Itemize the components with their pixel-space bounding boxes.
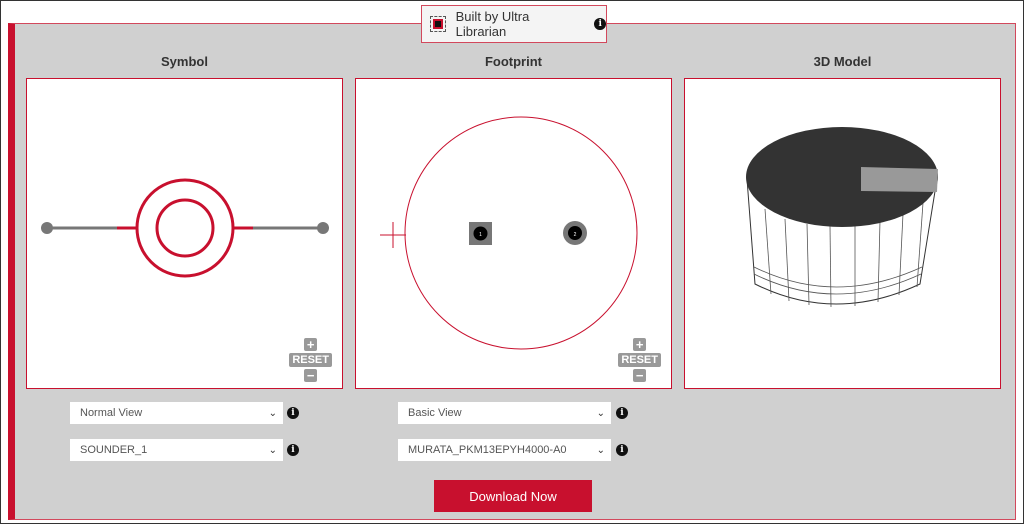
zoom-out-button[interactable]: − — [304, 369, 318, 382]
zoom-out-button[interactable]: − — [633, 369, 647, 382]
info-icon[interactable]: i — [594, 18, 606, 30]
footprint-part-select[interactable]: MURATA_PKM13EPYH4000-A0 ⌄ — [398, 439, 611, 461]
symbol-view-select[interactable]: Normal View ⌄ — [70, 402, 283, 424]
info-icon[interactable]: i — [287, 407, 299, 419]
reset-button[interactable]: RESET — [289, 353, 332, 367]
symbol-part-value: SOUNDER_1 — [80, 444, 148, 456]
chip-icon — [430, 16, 446, 32]
3d-model-render — [746, 127, 938, 308]
footprint-part-value: MURATA_PKM13EPYH4000-A0 — [408, 444, 567, 456]
chevron-down-icon: ⌄ — [596, 407, 605, 419]
footprint-view-select[interactable]: Basic View ⌄ — [398, 402, 611, 424]
model-title: 3D Model — [813, 54, 872, 69]
footprint-viewer[interactable]: 1 2 + RESET − — [355, 78, 672, 389]
symbol-title: Symbol — [161, 54, 208, 69]
footprint-view-value: Basic View — [408, 407, 462, 419]
symbol-viewer[interactable]: + RESET − — [26, 78, 343, 389]
3d-model-viewer[interactable] — [684, 78, 1001, 389]
zoom-controls: + RESET − — [289, 338, 332, 382]
zoom-in-button[interactable]: + — [633, 338, 647, 351]
footprint-title: Footprint — [484, 54, 543, 69]
zoom-controls: + RESET − — [618, 338, 661, 382]
footprint-drawing: 1 2 — [380, 116, 638, 350]
chevron-down-icon: ⌄ — [268, 407, 277, 419]
download-now-button[interactable]: Download Now — [434, 480, 592, 512]
sounder-symbol — [41, 178, 329, 278]
info-icon[interactable]: i — [616, 444, 628, 456]
zoom-in-button[interactable]: + — [304, 338, 318, 351]
pad-2-label: 2 — [574, 232, 577, 238]
pad-1-label: 1 — [479, 232, 482, 238]
chevron-down-icon: ⌄ — [268, 444, 277, 456]
info-icon[interactable]: i — [616, 407, 628, 419]
badge-label: Built by Ultra Librarian — [455, 9, 530, 39]
ultra-librarian-badge: Built by Ultra Librarian i — [421, 5, 607, 43]
chevron-down-icon: ⌄ — [596, 444, 605, 456]
info-icon[interactable]: i — [287, 444, 299, 456]
symbol-part-select[interactable]: SOUNDER_1 ⌄ — [70, 439, 283, 461]
reset-button[interactable]: RESET — [618, 353, 661, 367]
symbol-view-value: Normal View — [80, 407, 143, 419]
